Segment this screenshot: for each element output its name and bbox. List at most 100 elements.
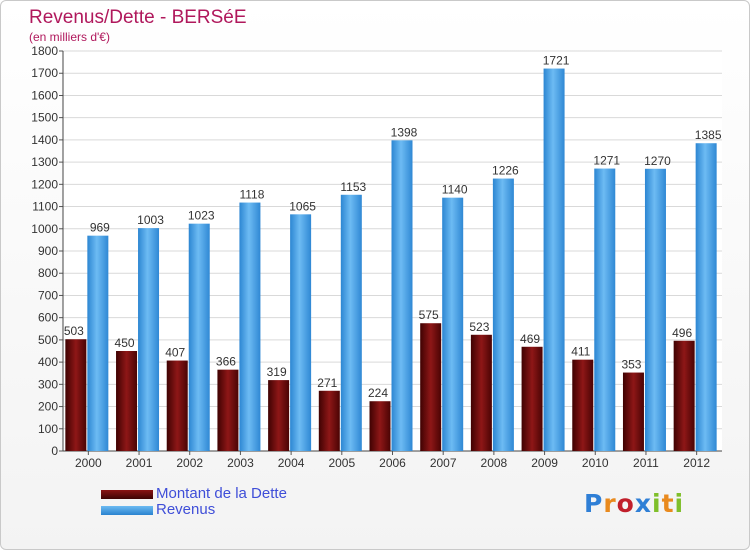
y-tick-label: 500: [38, 333, 58, 347]
data-label-dette: 575: [419, 308, 439, 322]
y-tick-label: 400: [38, 355, 58, 369]
bar-revenus: [391, 140, 413, 452]
x-tick-label: 2005: [328, 456, 355, 470]
y-tick-label: 1000: [31, 222, 58, 236]
y-tick-label: 1200: [31, 177, 58, 191]
y-tick-label: 1500: [31, 111, 58, 125]
x-tick-label: 2009: [531, 456, 558, 470]
x-tick-label: 2003: [227, 456, 254, 470]
logo-letter: o: [616, 489, 635, 518]
data-label-revenus: 1153: [340, 180, 366, 194]
y-tick-label: 1700: [31, 66, 58, 80]
x-tick-label: 2007: [430, 456, 457, 470]
y-tick-label: 1800: [31, 44, 58, 58]
data-label-revenus: 1226: [492, 164, 519, 178]
data-label-revenus: 1270: [644, 154, 671, 168]
logo-letter: x: [634, 489, 652, 518]
y-tick-label: 800: [38, 266, 58, 280]
data-label-revenus: 1023: [188, 209, 215, 223]
bar-dette: [166, 360, 188, 451]
data-label-revenus: 1271: [593, 154, 620, 168]
x-tick-label: 2011: [633, 456, 659, 470]
x-tick-label: 2004: [278, 456, 305, 470]
y-tick-label: 700: [38, 288, 58, 302]
y-tick-label: 1400: [31, 133, 58, 147]
data-label-dette: 496: [672, 326, 692, 340]
x-tick-label: 2006: [379, 456, 406, 470]
legend-swatch-revenus: [101, 506, 153, 515]
chart-title: Revenus/Dette - BERSéE: [29, 7, 247, 28]
x-tick-label: 2000: [75, 456, 102, 470]
bar-dette: [318, 390, 340, 451]
data-label-revenus: 1140: [442, 183, 468, 197]
y-tick-label: 600: [38, 311, 58, 325]
data-label-dette: 353: [621, 358, 641, 372]
data-label-dette: 503: [64, 324, 84, 338]
y-tick-label: 200: [38, 400, 58, 414]
bar-revenus: [492, 178, 514, 452]
bar-revenus: [138, 228, 160, 451]
logo-letter: t: [661, 489, 675, 518]
bar-dette: [572, 359, 594, 451]
data-label-revenus: 1385: [695, 128, 722, 142]
bar-revenus: [87, 235, 109, 451]
bar-revenus: [644, 168, 666, 451]
data-label-dette: 407: [165, 346, 185, 360]
data-label-dette: 411: [571, 345, 590, 359]
bar-dette: [65, 339, 87, 451]
x-tick-label: 2012: [683, 456, 710, 470]
y-tick-label: 1300: [31, 155, 58, 169]
bar-revenus: [188, 223, 210, 451]
bar-revenus: [543, 68, 565, 452]
y-tick-label: 900: [38, 244, 58, 258]
bar-dette: [622, 372, 644, 451]
data-label-dette: 366: [216, 355, 236, 369]
bar-dette: [268, 380, 290, 451]
bar-dette: [420, 323, 442, 451]
logo-letter: i: [652, 489, 662, 518]
bar-revenus: [290, 214, 312, 451]
bar-revenus: [442, 197, 464, 451]
logo-letter: r: [603, 489, 617, 518]
data-label-revenus: 1065: [289, 199, 316, 213]
y-tick-label: 300: [38, 377, 58, 391]
chart-subtitle: (en milliers d'€): [29, 30, 110, 44]
data-label-revenus: 1003: [137, 213, 164, 227]
proxiti-logo: Proxiti: [584, 489, 684, 518]
y-tick-label: 1600: [31, 88, 58, 102]
data-label-dette: 271: [317, 376, 337, 390]
bar-dette: [217, 369, 239, 451]
data-label-revenus: 1118: [239, 188, 264, 202]
data-label-revenus: 1398: [391, 125, 418, 139]
bar-dette: [521, 346, 543, 451]
data-label-dette: 319: [267, 365, 287, 379]
x-tick-label: 2001: [126, 456, 153, 470]
y-tick-label: 100: [38, 422, 58, 436]
y-tick-label: 0: [51, 444, 58, 458]
x-tick-label: 2002: [176, 456, 203, 470]
logo-letter: i: [674, 489, 685, 518]
logo-letter: P: [584, 489, 604, 518]
data-label-dette: 450: [115, 336, 135, 350]
bar-dette: [673, 340, 695, 451]
y-tick-label: 1100: [32, 200, 58, 214]
data-label-dette: 523: [469, 320, 489, 334]
legend-label-dette: Montant de la Dette: [156, 485, 287, 502]
data-label-dette: 469: [520, 332, 540, 346]
x-tick-label: 2010: [582, 456, 609, 470]
bar-revenus: [695, 143, 717, 451]
bar-revenus: [239, 202, 261, 451]
data-label-revenus: 969: [90, 221, 110, 235]
legend-swatch-dette: [101, 490, 153, 499]
data-label-dette: 224: [368, 386, 388, 400]
bar-dette: [369, 401, 391, 451]
bar-dette: [470, 334, 492, 451]
x-tick-label: 2008: [481, 456, 508, 470]
data-label-revenus: 1721: [543, 54, 570, 68]
bar-revenus: [594, 168, 616, 452]
bar-revenus: [340, 194, 362, 451]
legend-label-revenus: Revenus: [156, 501, 216, 518]
bar-dette: [116, 351, 138, 451]
